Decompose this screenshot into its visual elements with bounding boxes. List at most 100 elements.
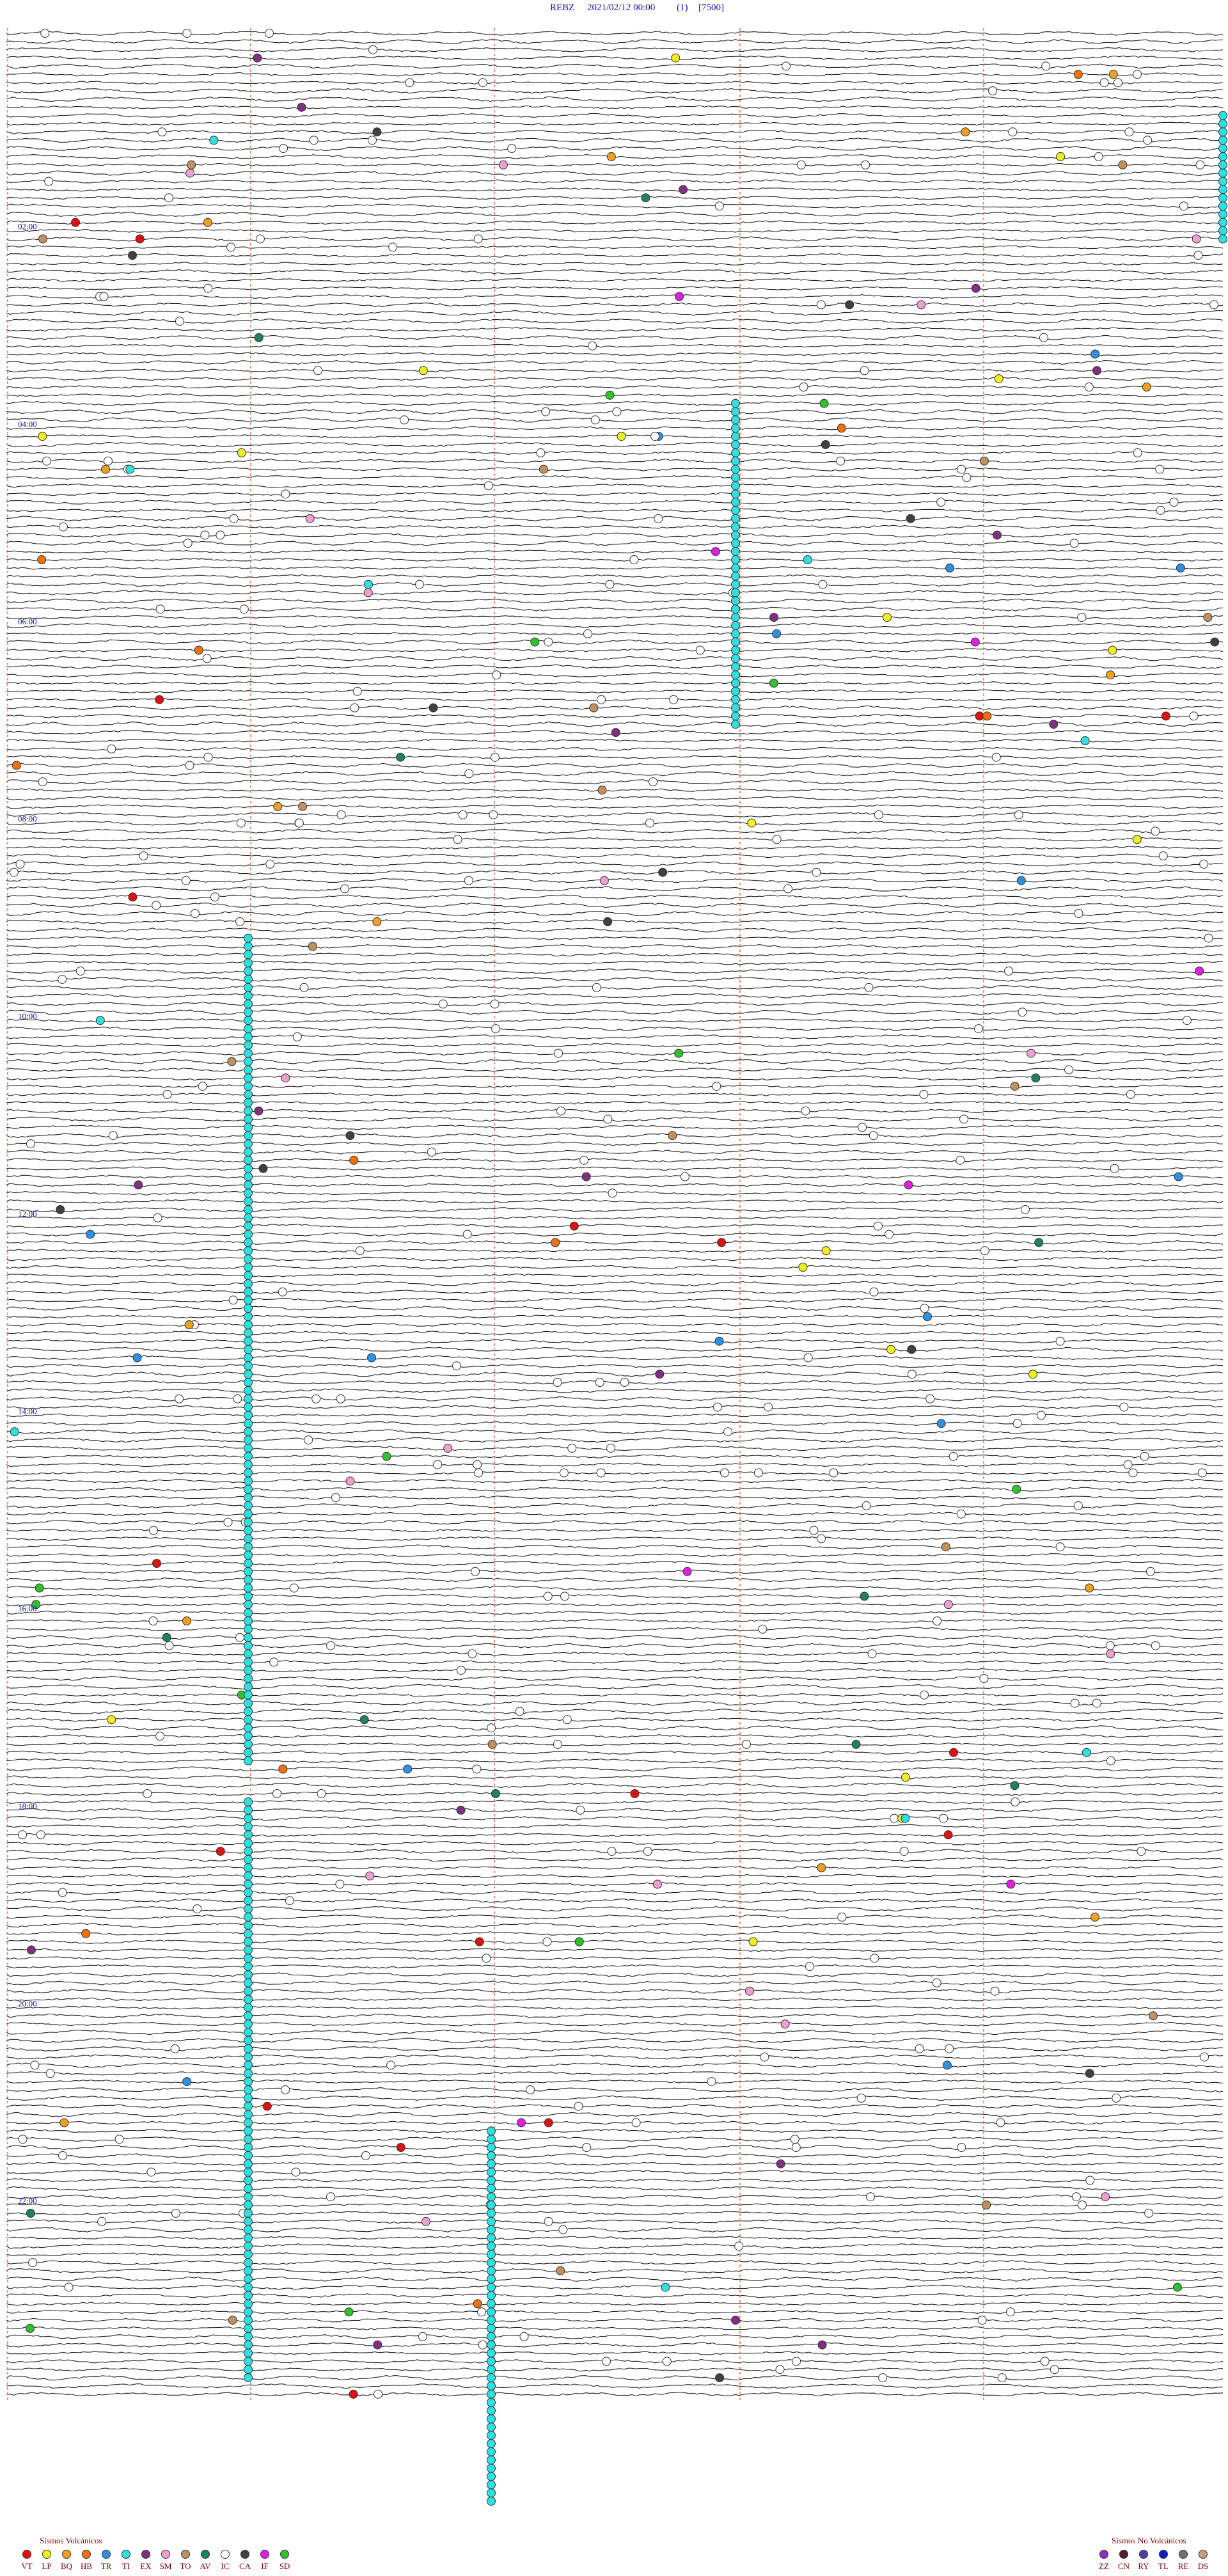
tremor-marker [244,1632,253,1642]
tremor-marker [244,2019,253,2029]
event-marker [803,555,812,564]
trace [6,1109,1224,1113]
event-marker [1071,2192,1081,2202]
trace [6,796,1224,801]
tremor-marker [487,2463,496,2473]
event-marker [12,761,21,770]
trace [6,541,1224,546]
event-marker [655,1370,665,1379]
tremor-marker [244,1682,253,1691]
trace [6,1471,1224,1475]
tremor-marker [487,2406,496,2415]
tremor-marker [244,2143,253,2152]
event-marker [1012,1419,1022,1428]
tremor-marker [244,1608,253,1618]
event-marker [556,1106,565,1116]
trace [6,138,1224,143]
trace [6,1652,1224,1656]
tremor-marker [244,1361,253,1371]
event-marker [576,1805,585,1815]
event-marker [717,1238,727,1247]
tremor-marker [731,481,740,491]
event-marker [860,366,869,375]
tremor-marker [487,2488,496,2498]
event-marker [1039,333,1048,342]
event-marker [870,1954,879,1963]
trace [6,1989,1224,1994]
tremor-marker [244,1451,253,1461]
event-marker [530,637,540,647]
tremor-marker [244,1748,253,1757]
event-marker [993,530,1002,540]
event-marker [278,1287,287,1297]
tremor-marker [244,2201,253,2209]
trace [6,1940,1224,1945]
tremor-marker [244,1501,253,1510]
event-marker [429,703,438,713]
event-marker [864,983,874,992]
trace [6,1454,1224,1458]
event-marker [285,1896,294,1906]
event-marker [386,2060,396,2070]
trace [6,39,1224,44]
event-marker [258,1164,268,1173]
event-marker [680,1172,689,1181]
trace [6,689,1224,693]
event-marker [1179,201,1188,211]
event-marker [265,859,275,869]
trace [6,1782,1224,1789]
legend-code: TI [122,2561,130,2571]
event-marker [193,1904,202,1914]
tremor-marker [244,942,253,951]
tremor-marker [244,2348,253,2358]
legend-code: BQ [61,2561,73,2571]
trace [6,1791,1224,1796]
tremor-marker [487,2357,496,2366]
trace [6,63,1224,69]
tremor-marker [244,1336,253,1346]
event-marker [229,514,239,523]
tremor-marker [244,2035,253,2045]
trace [6,681,1224,685]
tremor-marker [487,2216,496,2226]
legend: Sismos Volcánicos VT LP BQ HB TR TI EX SM TO AV IC C… [21,2536,1208,2571]
event-marker [253,53,262,63]
tremor-marker [731,637,740,647]
legend-code: AV [200,2561,211,2571]
tremor-marker [244,1657,253,1667]
tremor-marker [731,571,740,581]
event-marker [712,1082,721,1091]
tremor-marker [244,2340,253,2350]
tremor-marker [487,2389,496,2399]
trace [6,2334,1224,2339]
legend-swatch [201,2550,210,2559]
event-marker [1074,909,1083,918]
tremor-marker [244,1205,253,1214]
legend-swatch [1179,2550,1188,2559]
legend-code: TR [101,2561,112,2571]
trace [6,368,1224,373]
event-marker [187,160,196,170]
tremor-marker [487,2176,496,2185]
event-marker [35,1583,44,1593]
event-marker [143,1789,152,1798]
event-marker [202,654,212,663]
trace [6,1174,1224,1179]
event-marker [162,1632,171,1642]
trace [6,2326,1224,2330]
event-marker [272,1789,281,1798]
event-marker [421,2216,430,2226]
trace [6,1503,1223,1509]
event-marker [487,1723,496,1733]
tremor-marker [244,2011,253,2021]
event-marker [860,1592,869,1601]
event-marker [714,1336,724,1346]
event-marker [326,1641,336,1650]
tremor-marker [487,2151,496,2160]
header-channel: (1) [677,3,688,13]
tremor-marker [1218,168,1227,178]
event-marker [1036,1410,1046,1420]
event-marker [149,1526,159,1535]
trace [6,713,1224,718]
trace [6,310,1224,316]
